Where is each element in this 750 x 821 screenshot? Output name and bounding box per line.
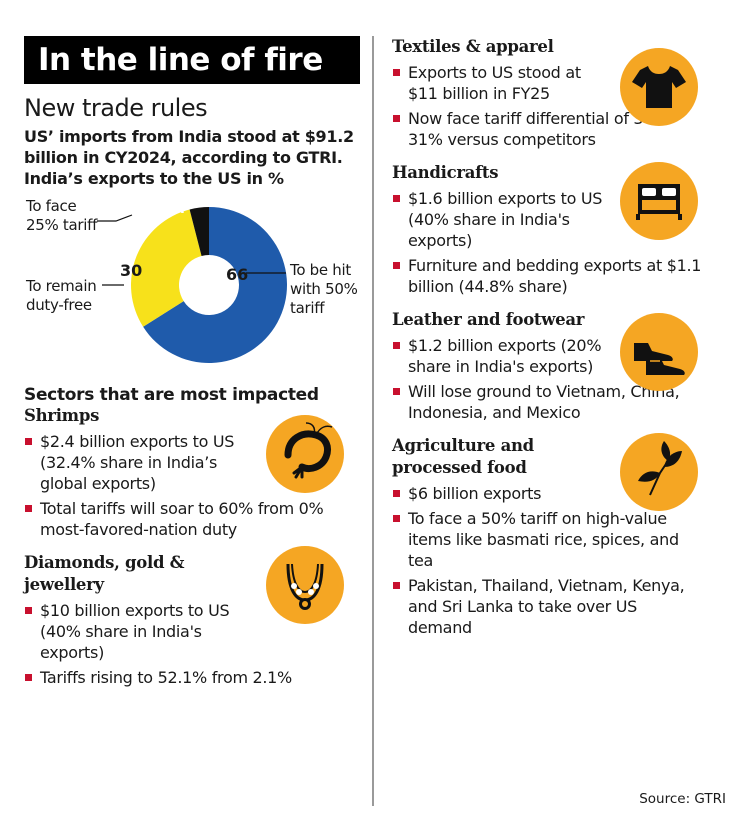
bed-icon [620, 162, 698, 240]
shrimp-icon [266, 415, 344, 493]
list-item: Now face tariff differential of 30-31% v… [392, 108, 692, 150]
tea-leaf-icon [620, 433, 698, 511]
sector-textiles: Textiles & apparel Exports to US stood a… [392, 36, 732, 150]
label-hit-line1: To be hit [290, 261, 351, 279]
source-note: Source: GTRI [639, 791, 726, 807]
donut-chart: To face 25% tariff To remain duty-free T… [24, 193, 364, 373]
list-item: $10 billion exports to US (40% share in … [24, 600, 264, 663]
right-column: Textiles & apparel Exports to US stood a… [392, 36, 732, 638]
textiles-title: Textiles & apparel [392, 37, 554, 56]
list-item: $1.6 billion exports to US (40% share in… [392, 188, 612, 251]
handicrafts-bullets: $1.6 billion exports to US (40% share in… [392, 188, 702, 297]
tshirt-icon [620, 48, 698, 126]
label-face-line1: To face [26, 197, 77, 215]
diamonds-title: Diamonds, gold & jewellery [24, 552, 364, 596]
necklace-icon [266, 546, 344, 624]
label-hit-tariff: To be hit with 50% tariff [290, 261, 358, 318]
label-free-line1: To remain [26, 277, 97, 295]
leader-face [97, 214, 133, 222]
list-item: $2.4 billion exports to US (32.4% share … [24, 431, 264, 494]
agri-title: Agriculture and processed food [392, 435, 732, 479]
slice-hit-tariff [143, 207, 287, 363]
sector-leather: Leather and footwear $1.2 billion export… [392, 309, 732, 423]
diamonds-bullets-2: Tariffs rising to 52.1% from 2.1% [24, 667, 344, 688]
agri-bullets: $6 billion exports To face a 50% tariff … [392, 483, 692, 638]
value-duty-free: 30 [120, 261, 143, 280]
label-hit-line3: tariff [290, 299, 325, 317]
label-face-line2: 25% tariff [26, 216, 98, 234]
list-item: Total tariffs will soar to 60% from 0% m… [24, 498, 334, 540]
subtitle: New trade rules [24, 94, 208, 122]
list-item: Pakistan, Thailand, Vietnam, Kenya, and … [392, 575, 692, 638]
left-column: In the line of fire New trade rules US’ … [24, 36, 364, 688]
textiles-bullets: Exports to US stood at $11 billion in FY… [392, 62, 659, 150]
handicrafts-title: Handicrafts [392, 163, 499, 182]
value-face-tariff: 4 [176, 201, 186, 217]
slice-duty-free [131, 209, 202, 327]
label-duty-free: To remain duty-free [26, 277, 97, 315]
sector-handicrafts: Handicrafts $1.6 billion exports to US (… [392, 162, 732, 297]
list-item: To face a 50% tariff on high-value items… [392, 508, 692, 571]
column-divider [372, 36, 374, 806]
chart-caption: India’s exports to the US in % [24, 169, 284, 188]
diamonds-title-line2: jewellery [24, 575, 104, 594]
list-item: Exports to US stood at $11 billion in FY… [392, 62, 612, 104]
shoes-icon [620, 313, 698, 391]
value-hit-tariff: 66 [226, 265, 249, 284]
intro-sentence: US’ imports from India stood at $91.2 bi… [24, 127, 354, 167]
sector-agri: Agriculture and processed food $6 billio… [392, 433, 732, 638]
label-free-line2: duty-free [26, 296, 92, 314]
intro-text: US’ imports from India stood at $91.2 bi… [24, 126, 364, 189]
donut-svg [97, 207, 287, 363]
diamonds-bullets: $10 billion exports to US (40% share in … [24, 600, 264, 663]
leather-title: Leather and footwear [392, 310, 585, 329]
list-item: Furniture and bedding exports at $1.1 bi… [392, 255, 702, 297]
shrimps-title: Shrimps [24, 406, 100, 425]
diamonds-title-line1: Diamonds, gold & [24, 553, 185, 572]
list-item: $6 billion exports [392, 483, 692, 504]
sector-diamonds: Diamonds, gold & jewellery $10 billion e… [24, 546, 364, 688]
shrimps-bullets: $2.4 billion exports to US (32.4% share … [24, 431, 264, 494]
page-title: In the line of fire [24, 36, 360, 84]
agri-title-line2: processed food [392, 458, 527, 477]
list-item: Will lose ground to Vietnam, China, Indo… [392, 381, 692, 423]
list-item: $1.2 billion exports (20% share in India… [392, 335, 612, 377]
slice-face-tariff [189, 207, 209, 256]
leather-bullets: $1.2 billion exports (20% share in India… [392, 335, 680, 423]
sector-shrimps: Shrimps $2.4 billion exports to US (32.4… [24, 405, 364, 540]
agri-title-line1: Agriculture and [392, 436, 534, 455]
label-hit-line2: with 50% [290, 280, 358, 298]
label-face-tariff: To face 25% tariff [26, 197, 97, 235]
shrimps-bullets-2: Total tariffs will soar to 60% from 0% m… [24, 498, 334, 540]
sectors-heading: Sectors that are most impacted [24, 385, 319, 405]
list-item: Tariffs rising to 52.1% from 2.1% [24, 667, 344, 688]
